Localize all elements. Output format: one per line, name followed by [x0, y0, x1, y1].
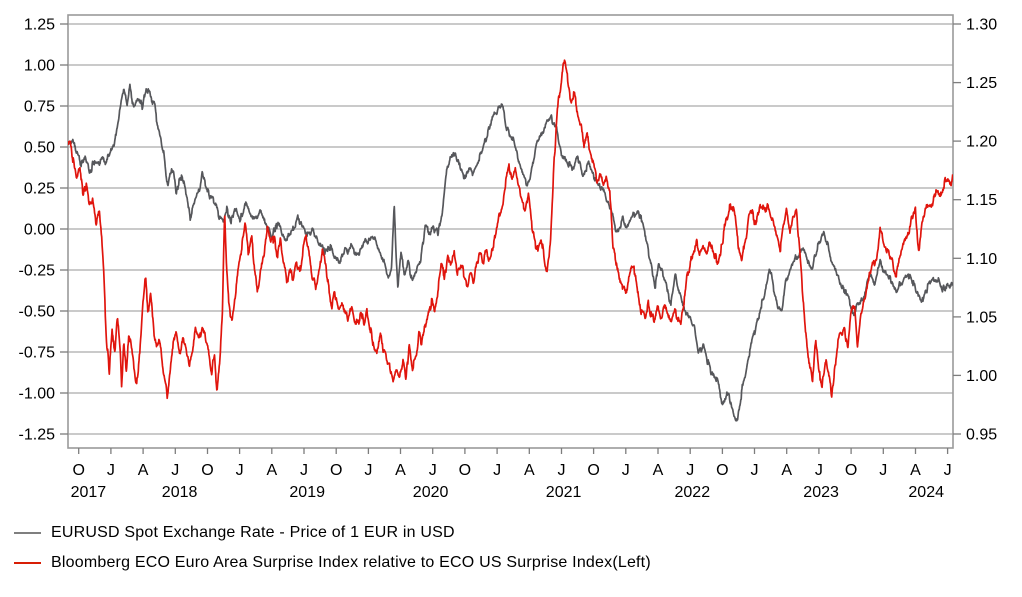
legend-swatch-surprise-index-line [14, 562, 41, 564]
x-axis-month-label: J [429, 462, 437, 479]
y-axis-right-tick-label: 1.20 [966, 134, 997, 151]
legend-swatch-eurusd-line [14, 532, 41, 534]
x-axis-month-label: J [493, 462, 501, 479]
series-line-surprise-index [68, 59, 953, 400]
x-axis-month-label: J [686, 462, 694, 479]
legend-item-surprise-index: Bloomberg ECO Euro Area Surprise Index r… [14, 548, 651, 578]
y-axis-right-tick-label: 1.05 [966, 309, 997, 326]
x-axis-month-label: A [524, 462, 535, 479]
x-axis-month-label: J [879, 462, 887, 479]
x-axis-month-label: O [201, 462, 213, 479]
x-axis-year-label: 2019 [289, 484, 325, 501]
x-axis-year-label: 2017 [71, 484, 107, 501]
x-axis-year-label: 2024 [908, 484, 944, 501]
y-axis-right-tick-label: 1.30 [966, 17, 997, 34]
x-axis-month-label: J [171, 462, 179, 479]
x-axis-month-label: J [107, 462, 115, 479]
x-axis-month-label: J [364, 462, 372, 479]
x-axis-month-label: J [751, 462, 759, 479]
y-axis-left-tick-label: -0.25 [19, 263, 56, 280]
x-axis-year-label: 2018 [162, 484, 198, 501]
y-axis-left-tick-label: -0.50 [19, 304, 56, 321]
x-axis-year-label: 2021 [546, 484, 582, 501]
x-axis-year-label: 2022 [675, 484, 711, 501]
x-axis-month-label: O [716, 462, 728, 479]
x-axis-month-label: A [653, 462, 664, 479]
x-axis-month-label: O [72, 462, 84, 479]
x-axis-month-label: J [815, 462, 823, 479]
x-axis-month-label: A [266, 462, 277, 479]
legend-item-eurusd: EURUSD Spot Exchange Rate - Price of 1 E… [14, 518, 651, 548]
x-axis-month-label: O [459, 462, 471, 479]
x-axis-month-label: A [910, 462, 921, 479]
x-axis-month-label: J [300, 462, 308, 479]
y-axis-left-tick-label: -1.25 [19, 427, 56, 444]
x-axis-month-label: A [781, 462, 792, 479]
y-axis-left-tick-label: 0.00 [24, 222, 55, 239]
x-axis-month-label: A [395, 462, 406, 479]
x-axis-year-label: 2023 [803, 484, 839, 501]
y-axis-left-tick-label: 1.00 [24, 58, 55, 75]
x-axis-month-label: A [138, 462, 149, 479]
series-line-eurusd [68, 83, 953, 422]
legend: EURUSD Spot Exchange Rate - Price of 1 E… [14, 518, 651, 578]
legend-label-surprise-index: Bloomberg ECO Euro Area Surprise Index r… [51, 554, 651, 571]
x-axis-month-label: J [944, 462, 952, 479]
dual-axis-line-chart: 1.25 1.00 0.75 0.50 0.25 0.00 -0.25 -0.50 -0.75 -… [19, 14, 997, 501]
x-axis-month-label: J [558, 462, 566, 479]
plot-border [67, 14, 954, 449]
y-axis-right-tick-label: 0.95 [966, 427, 997, 444]
y-axis-left-tick-label: 0.75 [24, 99, 55, 116]
y-axis-right-tick-label: 1.10 [966, 251, 997, 268]
y-axis-right-tick-label: 1.25 [966, 75, 997, 92]
y-axis-left-tick-label: -1.00 [19, 386, 56, 403]
y-axis-left-tick-label: 0.50 [24, 140, 55, 157]
y-axis-left-tick-label: -0.75 [19, 345, 56, 362]
x-axis-month-label: J [622, 462, 630, 479]
x-axis-month-label: J [236, 462, 244, 479]
y-axis-left-tick-label: 1.25 [24, 17, 55, 34]
x-axis-year-label: 2020 [413, 484, 449, 501]
y-axis-right-tick-label: 1.15 [966, 192, 997, 209]
x-axis-month-label: O [330, 462, 342, 479]
y-axis-left-tick-label: 0.25 [24, 181, 55, 198]
x-axis-month-label: O [845, 462, 857, 479]
x-axis-month-label: O [587, 462, 599, 479]
legend-label-eurusd: EURUSD Spot Exchange Rate - Price of 1 E… [51, 524, 455, 541]
y-axis-right-tick-label: 1.00 [966, 368, 997, 385]
